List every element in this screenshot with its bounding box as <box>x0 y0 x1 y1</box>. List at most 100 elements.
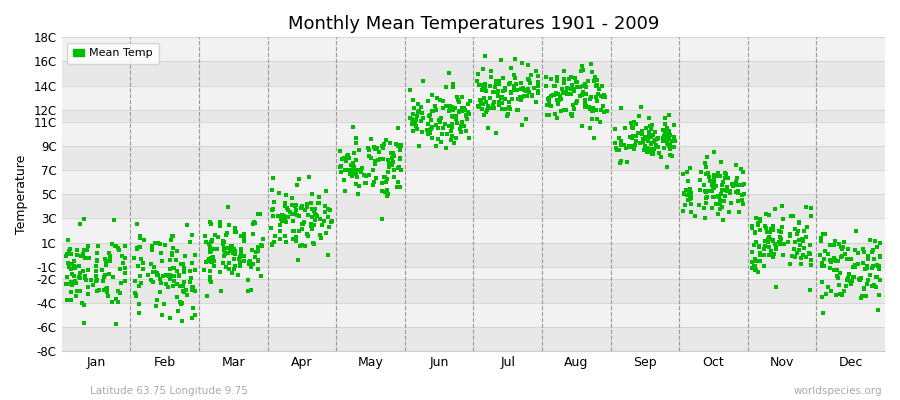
Point <box>244 287 258 294</box>
Point <box>152 241 166 248</box>
Point <box>317 218 331 224</box>
Point <box>212 222 227 229</box>
Point <box>202 256 216 262</box>
Point <box>752 243 766 249</box>
Point <box>285 228 300 234</box>
Point <box>288 207 302 213</box>
Point <box>761 239 776 246</box>
Point <box>562 76 576 82</box>
Point <box>631 130 645 137</box>
Point <box>777 241 791 247</box>
Point <box>871 291 886 298</box>
Point <box>762 251 777 258</box>
Point <box>684 201 698 208</box>
Point <box>749 215 763 221</box>
Point <box>707 175 722 181</box>
Point <box>392 164 406 171</box>
Point <box>482 95 497 101</box>
Point <box>866 263 880 269</box>
Point <box>574 62 589 69</box>
Point <box>62 248 77 255</box>
Point <box>346 160 360 166</box>
Point <box>623 144 637 150</box>
Point <box>411 143 426 149</box>
Point <box>747 242 761 248</box>
Point <box>489 84 503 90</box>
Point <box>292 212 307 219</box>
Point <box>103 252 117 259</box>
Point <box>707 180 722 186</box>
Point <box>389 141 403 148</box>
Point <box>612 134 626 141</box>
Point <box>446 114 460 120</box>
Point <box>128 290 142 296</box>
Point <box>460 116 474 123</box>
Point <box>585 105 599 111</box>
Point <box>357 172 372 178</box>
Point <box>446 81 461 87</box>
Point <box>85 276 99 283</box>
Point <box>472 104 486 110</box>
Point <box>273 235 287 242</box>
Point <box>277 233 292 239</box>
Point <box>667 134 681 140</box>
Point <box>403 115 418 122</box>
Point <box>848 264 862 270</box>
Point <box>525 92 539 98</box>
Point <box>590 91 605 97</box>
Bar <box>62 62 885 86</box>
Point <box>819 291 833 298</box>
Point <box>112 299 126 305</box>
Point <box>482 83 497 89</box>
Point <box>646 132 661 139</box>
Point <box>484 74 499 80</box>
Point <box>713 173 727 179</box>
Point <box>491 101 506 108</box>
Point <box>338 158 353 164</box>
Point <box>792 247 806 253</box>
Point <box>720 184 734 191</box>
Point <box>72 274 86 280</box>
Point <box>180 292 194 298</box>
Point <box>212 233 226 240</box>
Point <box>305 226 320 232</box>
Point <box>444 128 458 134</box>
Point <box>734 192 749 199</box>
Point <box>821 251 835 257</box>
Point <box>152 289 166 295</box>
Point <box>856 246 870 252</box>
Point <box>80 284 94 290</box>
Point <box>788 239 802 246</box>
Point <box>367 179 382 185</box>
Point <box>869 274 884 281</box>
Point <box>688 212 702 219</box>
Point <box>277 215 292 221</box>
Point <box>489 78 503 84</box>
Point <box>94 267 109 274</box>
Point <box>619 145 634 152</box>
Point <box>563 111 578 117</box>
Point <box>840 276 854 283</box>
Point <box>58 253 73 259</box>
Point <box>148 239 162 246</box>
Point <box>334 169 348 176</box>
Point <box>494 57 508 64</box>
Point <box>522 77 536 84</box>
Point <box>405 97 419 103</box>
Point <box>646 150 661 156</box>
Point <box>118 242 132 249</box>
Point <box>76 320 91 326</box>
Point <box>301 212 315 218</box>
Point <box>529 68 544 75</box>
Point <box>677 190 691 196</box>
Point <box>185 232 200 238</box>
Point <box>349 171 364 177</box>
Point <box>176 283 190 289</box>
Point <box>165 252 179 258</box>
Point <box>799 254 814 260</box>
Point <box>668 138 682 144</box>
Point <box>362 172 376 178</box>
Point <box>638 134 652 140</box>
Point <box>796 237 810 244</box>
Point <box>359 180 374 186</box>
